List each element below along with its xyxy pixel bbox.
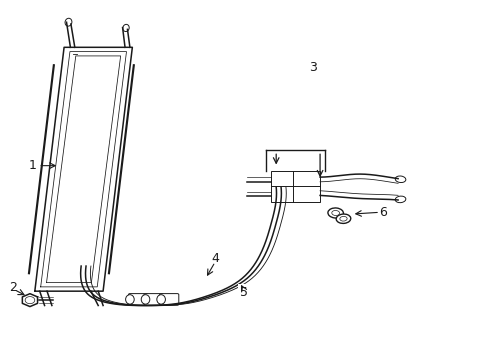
FancyBboxPatch shape xyxy=(144,294,163,305)
FancyBboxPatch shape xyxy=(128,294,147,305)
Ellipse shape xyxy=(394,196,405,203)
Ellipse shape xyxy=(122,24,129,32)
Text: 3: 3 xyxy=(308,60,316,73)
Ellipse shape xyxy=(141,295,149,304)
Text: 4: 4 xyxy=(211,252,219,265)
Ellipse shape xyxy=(157,295,165,304)
FancyBboxPatch shape xyxy=(159,294,179,305)
Ellipse shape xyxy=(394,176,405,183)
Ellipse shape xyxy=(125,295,134,304)
Ellipse shape xyxy=(331,211,339,216)
Ellipse shape xyxy=(336,214,350,224)
Ellipse shape xyxy=(339,216,346,221)
Text: 6: 6 xyxy=(379,206,386,219)
Ellipse shape xyxy=(65,18,72,26)
Circle shape xyxy=(25,297,35,304)
Text: 5: 5 xyxy=(240,287,248,300)
Text: 1: 1 xyxy=(28,159,36,172)
Ellipse shape xyxy=(327,208,343,218)
Text: 2: 2 xyxy=(9,281,17,294)
FancyBboxPatch shape xyxy=(271,171,320,202)
